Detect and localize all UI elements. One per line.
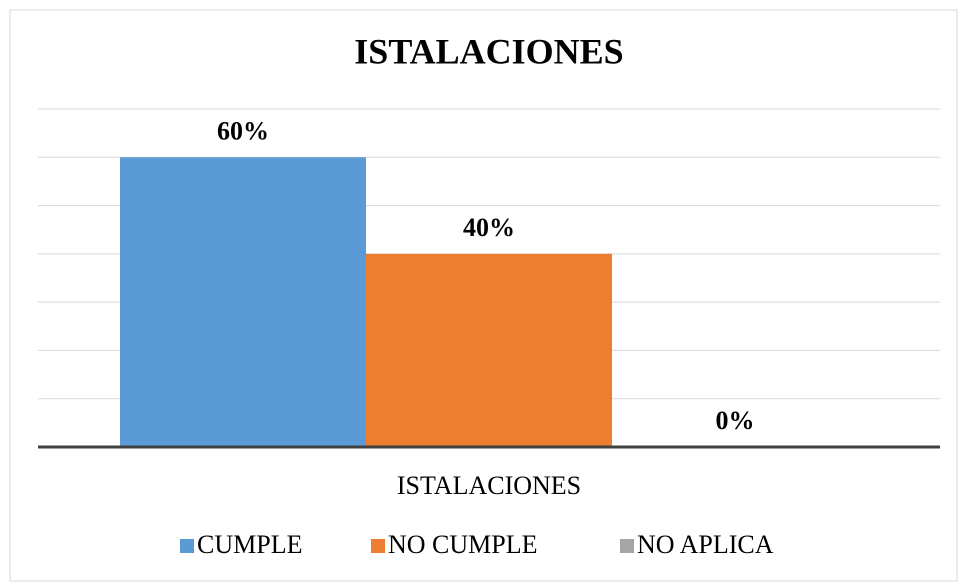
legend-swatch xyxy=(180,539,194,553)
data-label: 40% xyxy=(463,213,515,242)
x-tick-label: ISTALACIONES xyxy=(397,471,581,500)
legend-swatch xyxy=(620,539,634,553)
legend-swatch xyxy=(371,539,385,553)
legend-label: NO CUMPLE xyxy=(388,530,538,559)
data-label: 60% xyxy=(217,116,269,145)
legend-label: CUMPLE xyxy=(197,530,302,559)
data-label: 0% xyxy=(716,406,755,435)
bar xyxy=(366,253,612,447)
bar xyxy=(120,157,366,448)
chart-title: ISTALACIONES xyxy=(354,31,623,71)
legend-label: NO APLICA xyxy=(637,530,774,559)
